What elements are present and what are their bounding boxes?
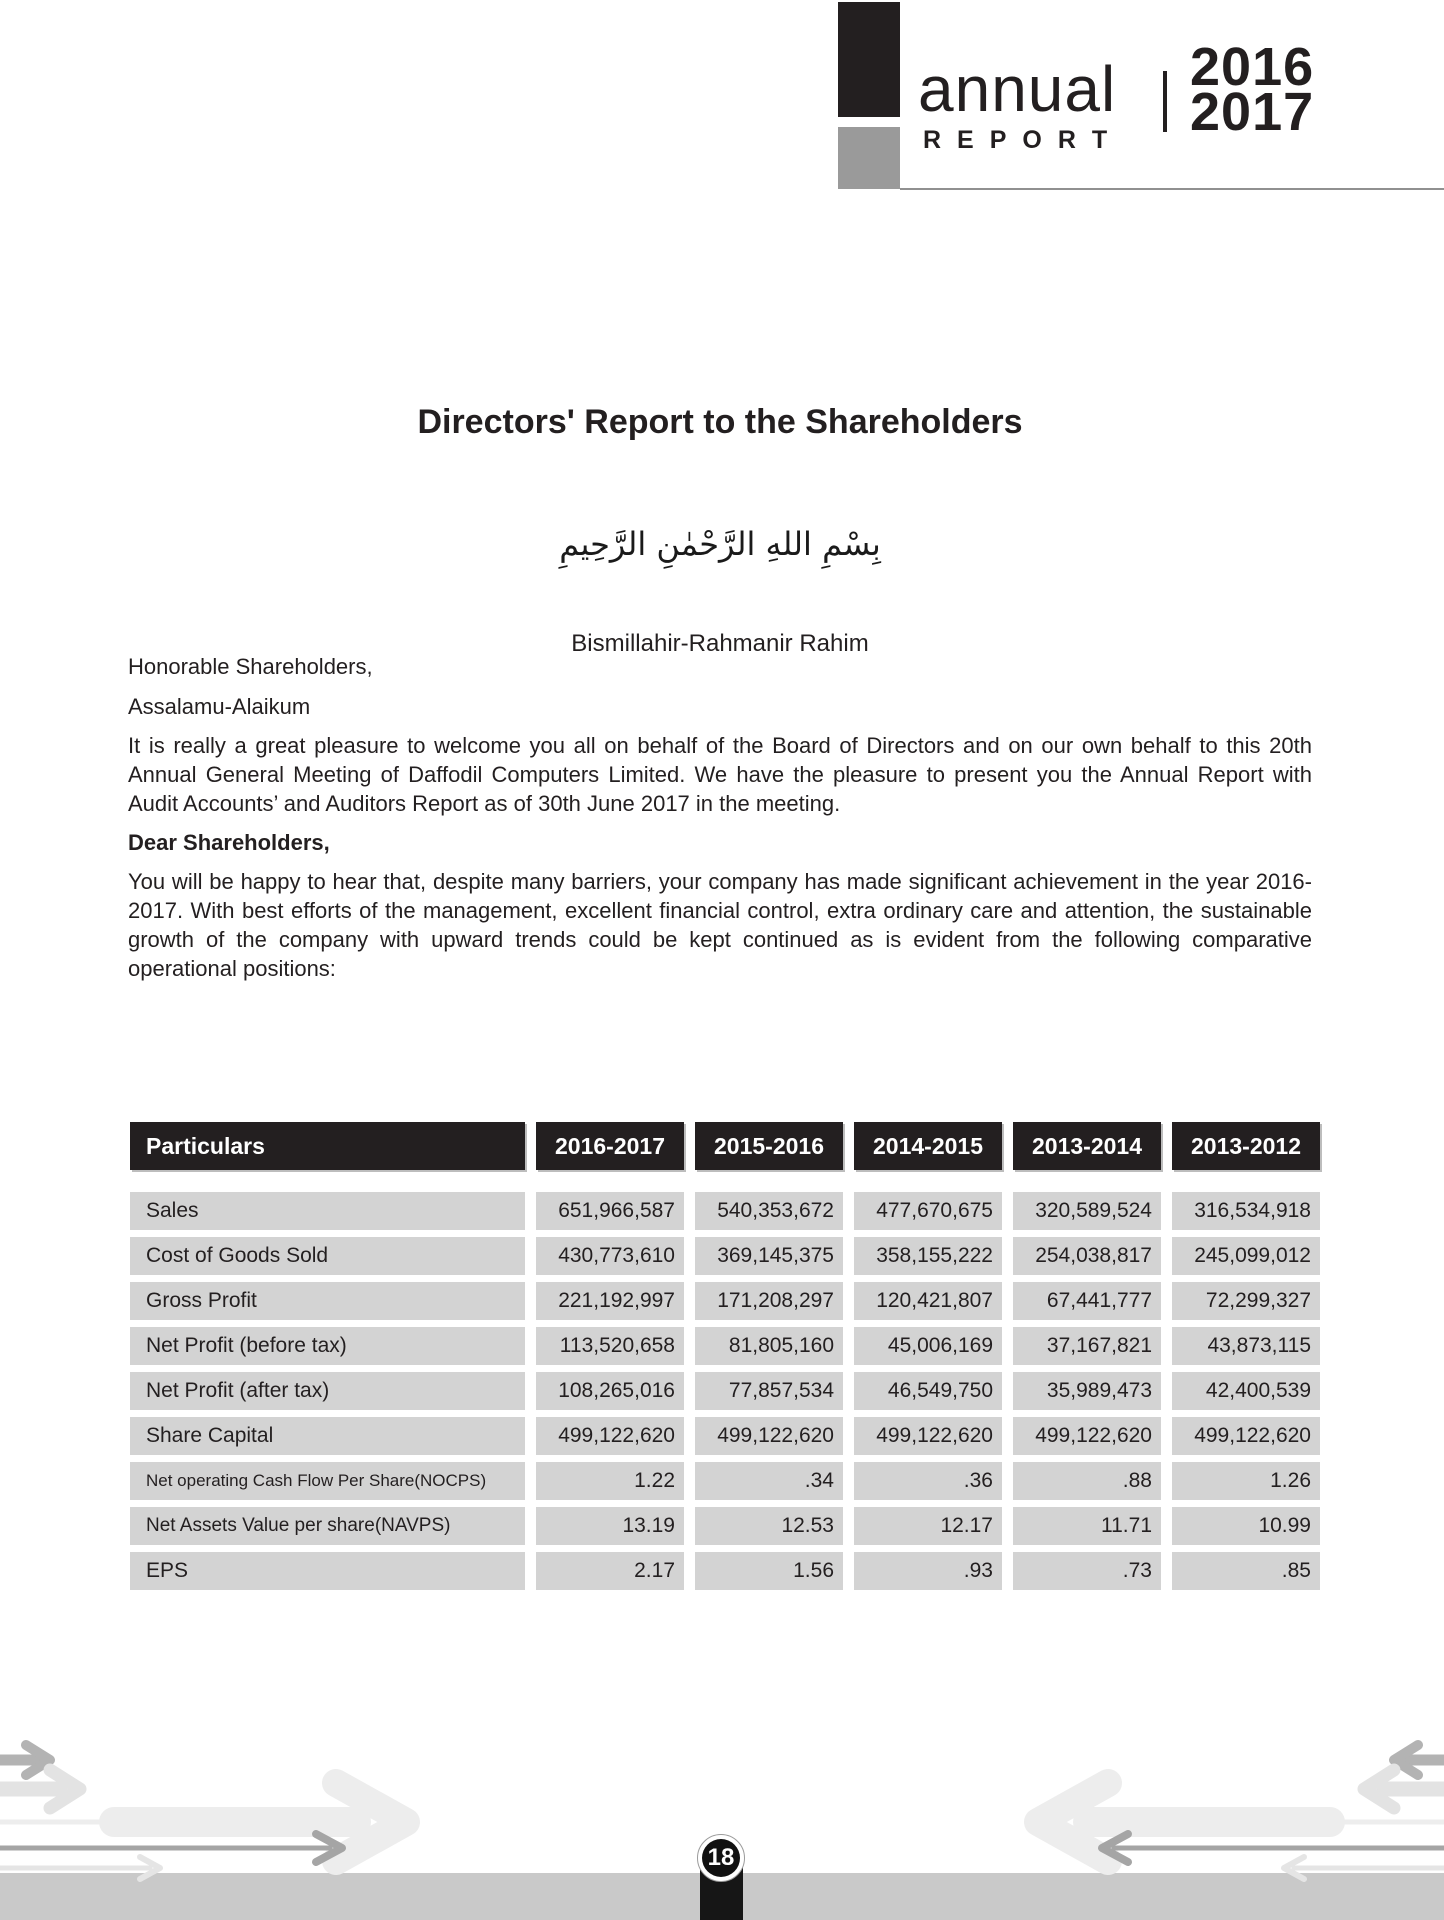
- table-cell: .36: [854, 1462, 1002, 1500]
- table-row-label: EPS: [130, 1552, 525, 1590]
- comparative-table: Particulars 2016-2017 2015-2016 2014-2015 20…: [130, 1122, 1320, 1590]
- table-cell: 12.53: [695, 1507, 843, 1545]
- table-cell: 46,549,750: [854, 1372, 1002, 1410]
- table-cell: 171,208,297: [695, 1282, 843, 1320]
- table-row-label: Share Capital: [130, 1417, 525, 1455]
- logo-black-square: [838, 2, 900, 117]
- logo-gray-square: [838, 127, 900, 189]
- table-cell: 499,122,620: [695, 1417, 843, 1455]
- logo-year-top: 2016: [1190, 37, 1315, 97]
- table-cell: 651,966,587: [536, 1192, 684, 1230]
- letter-body: Honorable Shareholders, Assalamu-Alaikum…: [128, 652, 1312, 983]
- salutation-assalamu: Assalamu-Alaikum: [128, 694, 311, 719]
- table-cell: 12.17: [854, 1507, 1002, 1545]
- heading-dear-shareholders: Dear Shareholders,: [128, 830, 330, 855]
- page-number: 18: [702, 1839, 740, 1877]
- table-cell: 499,122,620: [854, 1417, 1002, 1455]
- table-cell: 1.22: [536, 1462, 684, 1500]
- table-cell: 221,192,997: [536, 1282, 684, 1320]
- table-cell: 13.19: [536, 1507, 684, 1545]
- footer-arrows: [0, 1740, 1444, 1882]
- table-row-label: Net operating Cash Flow Per Share(NOCPS): [130, 1462, 525, 1500]
- table-cell: .85: [1172, 1552, 1320, 1590]
- table-cell: 2.17: [536, 1552, 684, 1590]
- table-cell: 499,122,620: [1013, 1417, 1161, 1455]
- table-row-label: Net Assets Value per share(NAVPS): [130, 1507, 525, 1545]
- table-cell: 11.71: [1013, 1507, 1161, 1545]
- table-cell: 113,520,658: [536, 1327, 684, 1365]
- table-cell: 358,155,222: [854, 1237, 1002, 1275]
- table-cell: 81,805,160: [695, 1327, 843, 1365]
- table-header-row: Particulars 2016-2017 2015-2016 2014-2015 20…: [130, 1122, 1320, 1170]
- table-cell: 108,265,016: [536, 1372, 684, 1410]
- table-cell: 42,400,539: [1172, 1372, 1320, 1410]
- table-cell: 477,670,675: [854, 1192, 1002, 1230]
- logo-report-word: REPORT: [923, 126, 1124, 154]
- page-number-badge: 18: [697, 1834, 745, 1882]
- table-cell: 320,589,524: [1013, 1192, 1161, 1230]
- table-header-cell: 2016-2017: [536, 1122, 684, 1170]
- arrows-right-icon: [0, 1740, 420, 1882]
- bismillah-calligraphy: بِسْمِ اللهِ الرَّحْمٰنِ الرَّحِيمِ: [559, 525, 881, 563]
- table-cell: 120,421,807: [854, 1282, 1002, 1320]
- table-cell: 254,038,817: [1013, 1237, 1161, 1275]
- table-cell: 1.26: [1172, 1462, 1320, 1500]
- table-cell: 77,857,534: [695, 1372, 843, 1410]
- table-row-label: Net Profit (after tax): [130, 1372, 525, 1410]
- table-cell: 499,122,620: [1172, 1417, 1320, 1455]
- table-cell: 67,441,777: [1013, 1282, 1161, 1320]
- table-cell: 430,773,610: [536, 1237, 684, 1275]
- table-row-label: Sales: [130, 1192, 525, 1230]
- table-cell: 245,099,012: [1172, 1237, 1320, 1275]
- letter-paragraph-2: You will be happy to hear that, despite …: [128, 869, 1312, 981]
- logo-divider-bar: [1163, 71, 1167, 132]
- table-body: Sales 651,966,587 540,353,672 477,670,675 32…: [130, 1192, 1320, 1590]
- table-row-label: Cost of Goods Sold: [130, 1237, 525, 1275]
- page-title: Directors' Report to the Shareholders: [417, 403, 1023, 441]
- table-cell: 10.99: [1172, 1507, 1320, 1545]
- bismillah-transliteration: Bismillahir-Rahmanir Rahim: [571, 630, 869, 657]
- table-cell: 45,006,169: [854, 1327, 1002, 1365]
- table-cell: 316,534,918: [1172, 1192, 1320, 1230]
- header-rule-line: [900, 188, 1444, 190]
- logo-year-bottom: 2017: [1190, 82, 1315, 142]
- logo-years: 2016 2017: [1190, 40, 1314, 139]
- logo-annual-word: annual: [918, 53, 1117, 125]
- table-cell: 1.56: [695, 1552, 843, 1590]
- table-row-label: Net Profit (before tax): [130, 1327, 525, 1365]
- table-header-cell: Particulars: [130, 1122, 525, 1170]
- table-cell: 35,989,473: [1013, 1372, 1161, 1410]
- table-row-label: Gross Profit: [130, 1282, 525, 1320]
- salutation-honorable: Honorable Shareholders,: [128, 654, 373, 679]
- table-cell: 499,122,620: [536, 1417, 684, 1455]
- letter-paragraph-1: It is really a great pleasure to welcome…: [128, 733, 1312, 816]
- table-header-cell: 2013-2014: [1013, 1122, 1161, 1170]
- table-cell: 43,873,115: [1172, 1327, 1320, 1365]
- table-header-cell: 2014-2015: [854, 1122, 1002, 1170]
- table-cell: 72,299,327: [1172, 1282, 1320, 1320]
- table-cell: .88: [1013, 1462, 1161, 1500]
- table-cell: 37,167,821: [1013, 1327, 1161, 1365]
- table-cell: 540,353,672: [695, 1192, 843, 1230]
- table-cell: .73: [1013, 1552, 1161, 1590]
- table-header-cell: 2015-2016: [695, 1122, 843, 1170]
- arrows-left-icon: [1024, 1740, 1444, 1882]
- table-cell: .34: [695, 1462, 843, 1500]
- table-header-cell: 2013-2012: [1172, 1122, 1320, 1170]
- table-cell: .93: [854, 1552, 1002, 1590]
- table-cell: 369,145,375: [695, 1237, 843, 1275]
